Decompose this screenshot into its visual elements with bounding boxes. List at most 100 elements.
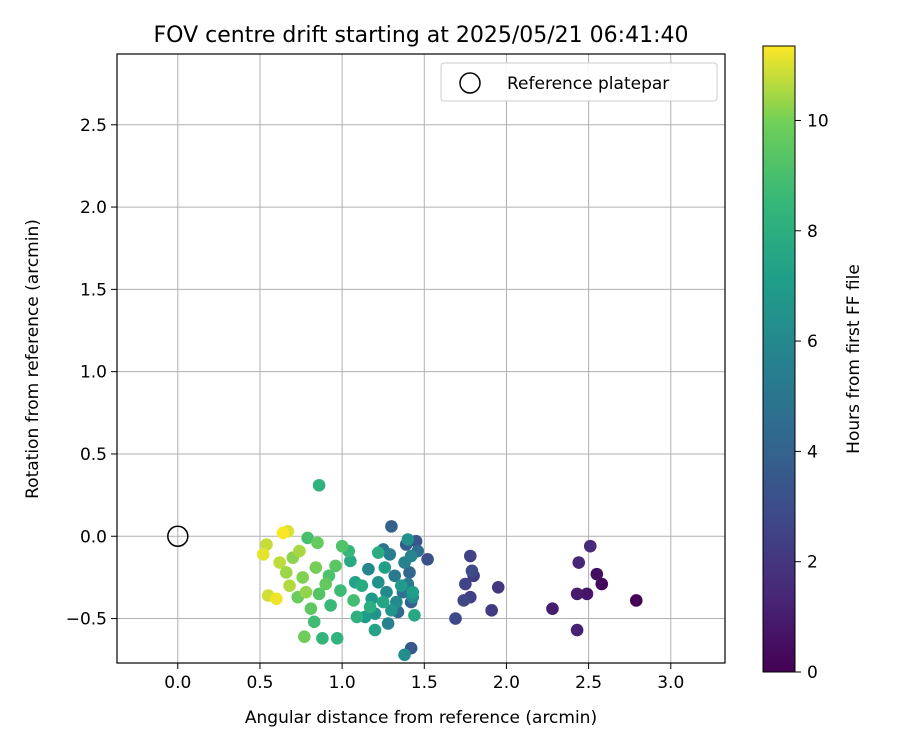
data-point [383,548,397,561]
y-tick-label: 0.0 [80,527,107,547]
data-point [329,559,342,573]
data-point [371,546,385,560]
data-point [491,580,505,594]
data-point [371,576,385,589]
data-point [457,594,471,607]
data-point [590,567,604,581]
colorbar-tick-label: 10 [807,111,829,131]
x-tick-label: 0.5 [246,673,273,693]
y-tick-label: 1.0 [80,363,107,383]
data-point [376,595,390,609]
data-point [335,539,349,553]
data-point [324,599,337,612]
data-point [583,539,597,553]
data-point [334,584,347,597]
data-point [378,561,392,574]
y-axis-ticks: −0.5 0.0 0.5 1.0 1.5 2.0 2.5 [66,116,117,630]
x-axis-label: Angular distance from reference (arcmin) [245,708,597,728]
legend-entry-reference-platepar: Reference platepar [507,74,669,94]
data-point [546,602,559,615]
colorbar-label: Hours from first FF file [844,264,864,454]
legend: Reference platepar [440,62,718,102]
data-point [385,520,398,533]
x-tick-label: 2.0 [493,673,520,693]
y-tick-label: 2.5 [80,116,107,136]
colorbar-ticks: 0 2 4 6 8 10 [795,111,829,683]
data-point [273,556,286,569]
colorbar-tick-label: 2 [807,553,818,573]
data-point [362,562,375,576]
data-point [319,577,332,591]
data-point [403,566,416,579]
reference-marker [167,525,189,548]
data-point [381,617,395,630]
x-tick-label: 0.0 [164,673,191,693]
y-tick-label: −0.5 [66,610,107,630]
data-points [256,478,643,662]
data-point [363,600,377,614]
data-point [421,553,434,566]
data-point [394,579,408,592]
data-point [380,585,393,599]
colorbar-tick-label: 8 [807,222,818,242]
x-tick-label: 2.5 [575,673,602,693]
data-point [404,549,418,563]
data-point [256,548,270,561]
x-axis-ticks: 0.0 0.5 1.0 1.5 2.0 2.5 3.0 [164,663,684,693]
data-point [459,577,472,591]
y-axis-label: Rotation from reference (arcmin) [23,219,43,499]
colorbar-tick-label: 0 [807,663,818,683]
y-tick-label: 0.5 [80,445,107,465]
y-tick-label: 1.5 [80,280,107,300]
data-point [465,564,479,578]
data-point [296,571,309,584]
data-point [312,478,326,492]
x-tick-label: 1.0 [329,673,356,693]
data-point [347,594,360,607]
data-point [406,585,420,599]
plot-frame [116,53,726,664]
legend-box [440,62,718,102]
data-point [276,526,290,540]
colorbar-tick-label: 6 [807,332,818,352]
data-point [309,561,323,574]
data-point [270,592,283,606]
data-point [570,623,584,637]
reference-platepar-marker [167,525,189,548]
colorbar-tick-label: 4 [807,442,818,462]
data-point [388,569,402,583]
data-point [401,533,415,546]
x-tick-label: 1.5 [411,673,438,693]
data-point [311,536,324,550]
data-point [283,579,296,592]
data-point [463,549,477,563]
data-point [385,604,398,617]
colorbar: 0 2 4 6 8 10 Hours from first FF file [762,45,864,683]
data-point [572,556,586,569]
data-point [629,594,643,607]
data-point [330,632,344,645]
data-point [485,604,498,617]
data-point [408,608,421,622]
grid [117,54,725,663]
data-point [595,577,609,591]
chart-title: FOV centre drift starting at 2025/05/21 … [154,23,689,48]
data-point [312,587,326,601]
legend-open-circle-marker [459,72,481,94]
data-point [316,632,329,645]
data-point [580,587,594,601]
data-point [304,602,318,615]
y-tick-label: 2.0 [80,198,107,218]
data-point [299,585,313,599]
x-tick-label: 3.0 [657,673,684,693]
data-point [344,554,357,568]
data-point [298,630,311,643]
data-point [355,579,369,592]
data-point [570,587,584,601]
data-point [293,544,306,558]
data-point [307,615,321,629]
data-point [279,566,293,579]
data-point [301,531,314,545]
